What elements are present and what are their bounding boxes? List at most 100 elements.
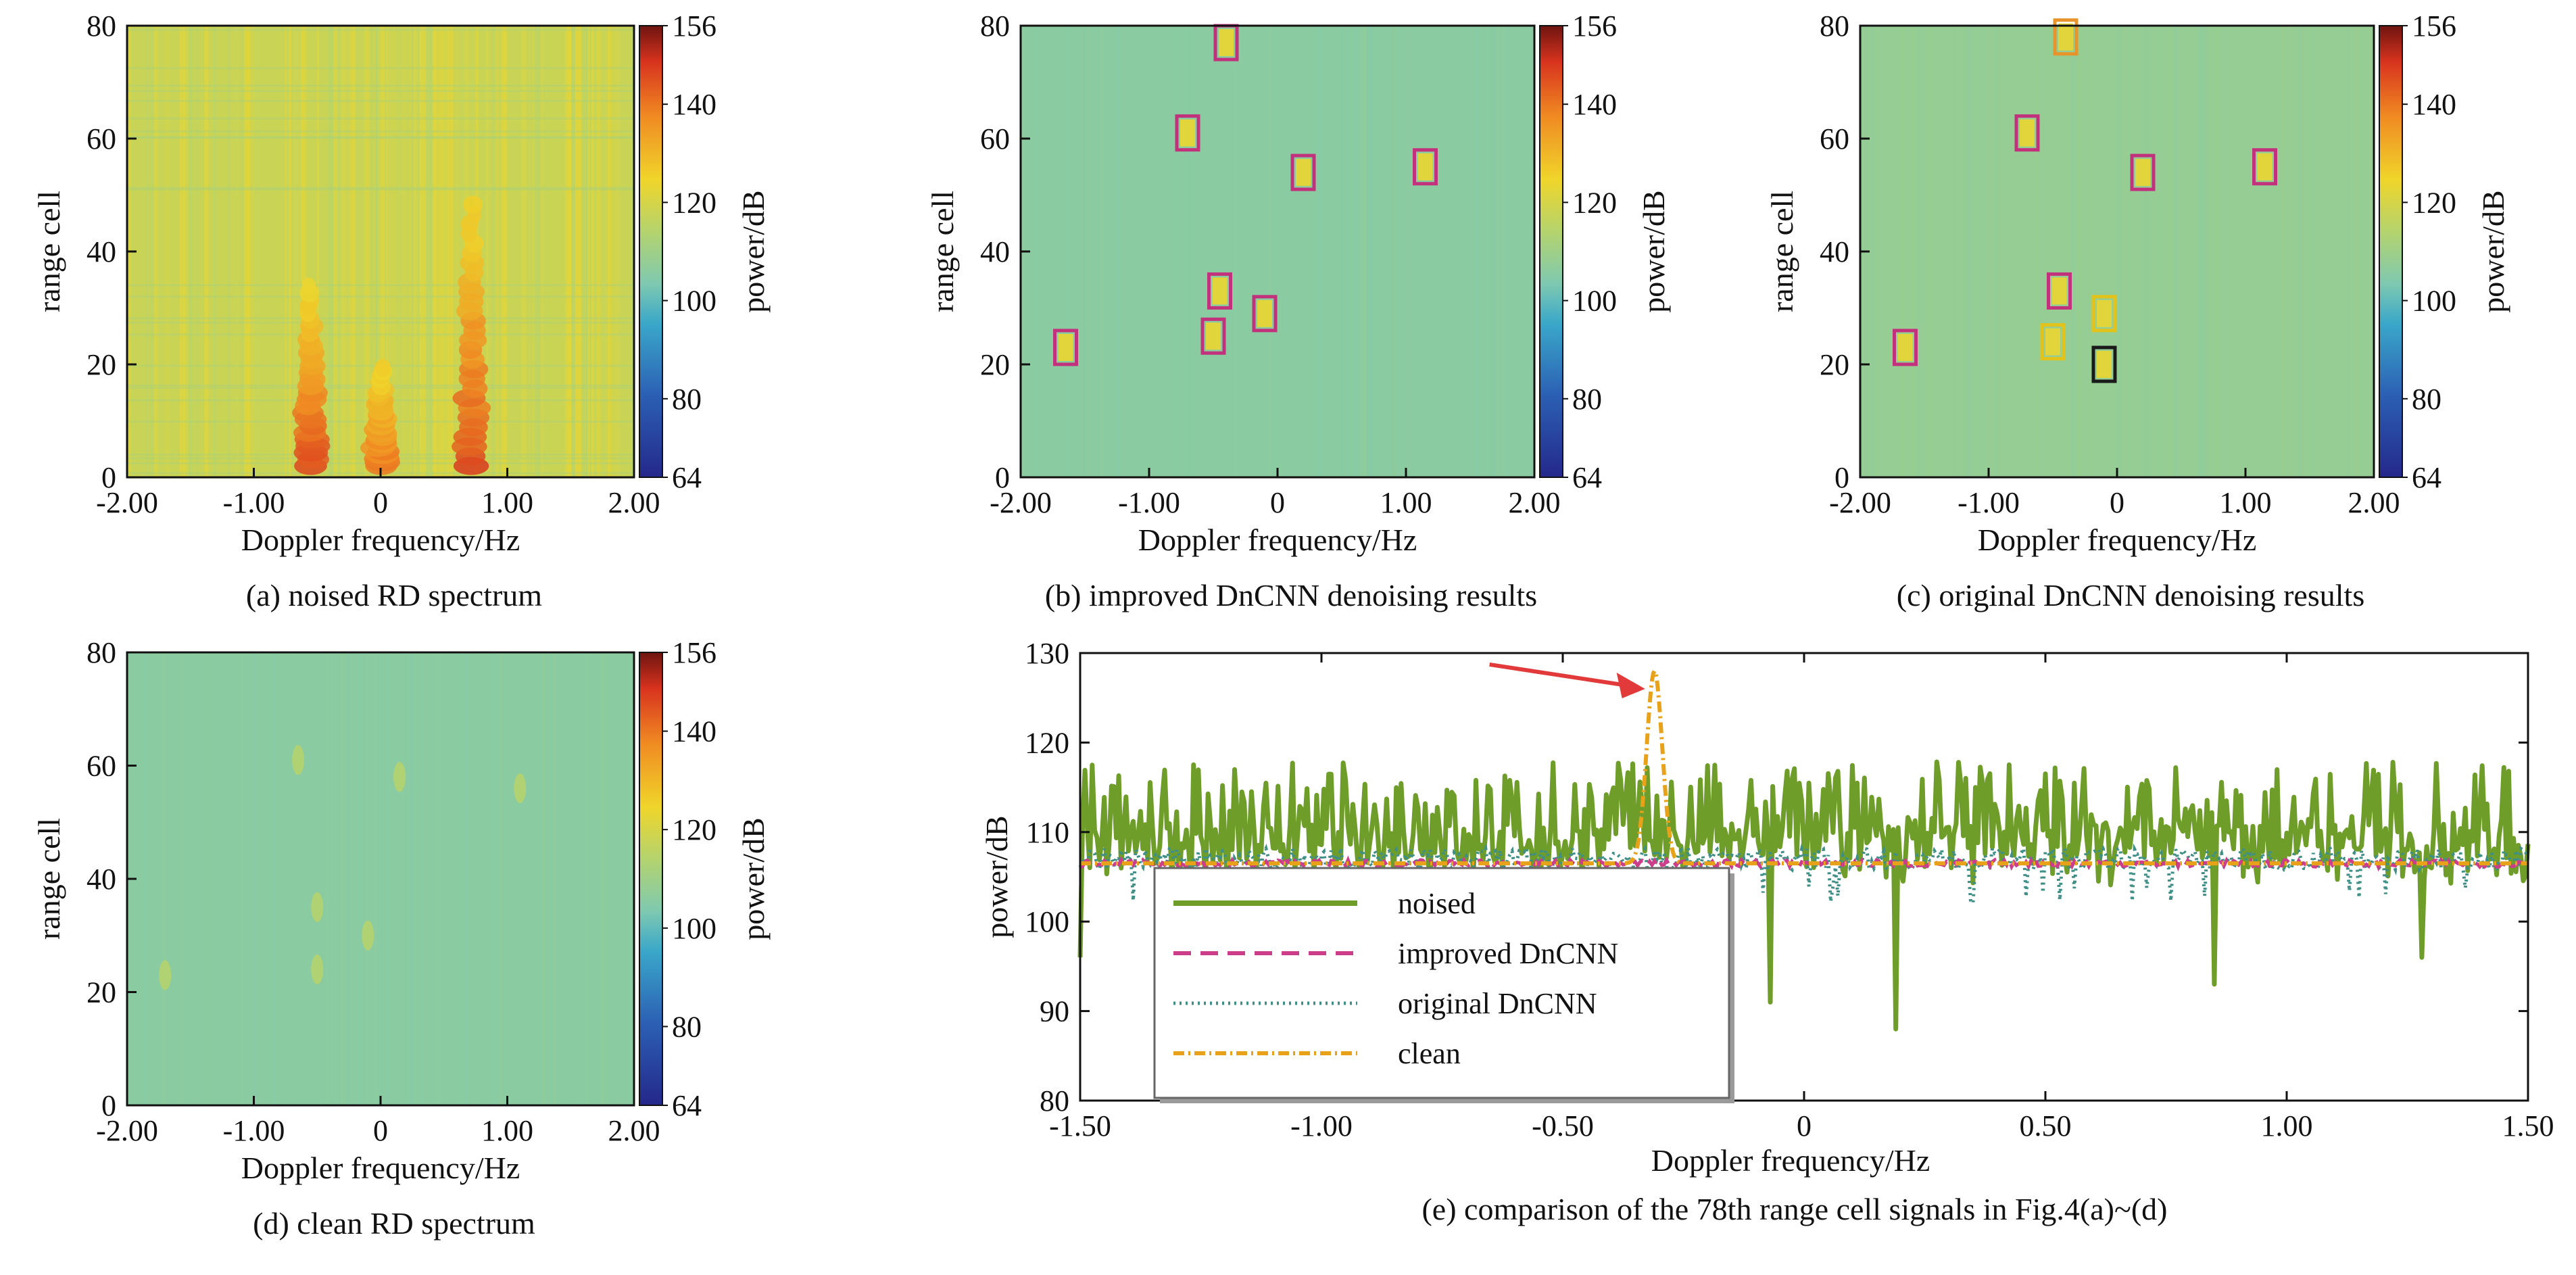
colorbar-label: power/dB [2476, 190, 2510, 312]
noise-stripe [621, 652, 626, 1105]
noise-stripe [454, 26, 459, 477]
noise-stripe [341, 26, 347, 477]
colorbar-tick-label: 120 [1572, 186, 1617, 219]
legend-label: clean [1398, 1037, 1461, 1070]
noise-stripe [1363, 26, 1367, 477]
noise-stripe [492, 652, 495, 1105]
y-tick-label: 80 [87, 636, 116, 669]
colorbar-tick-label: 80 [672, 383, 702, 416]
y-tick-label: 20 [980, 348, 1010, 381]
noise-stripe [521, 26, 527, 477]
noise-stripe [1497, 26, 1499, 477]
noise-stripe [410, 652, 413, 1105]
noise-stripe [206, 652, 210, 1105]
noise-stripe [1086, 26, 1090, 477]
x-tick-label: 1.50 [2502, 1109, 2554, 1142]
noise-stripe [1162, 26, 1165, 477]
noise-stripe [510, 26, 516, 477]
noise-stripe [166, 26, 172, 477]
x-tick-label: 0 [1270, 486, 1285, 519]
noise-stripe [1188, 26, 1191, 477]
legend-label: improved DnCNN [1398, 937, 1618, 970]
colorbar [1539, 25, 1563, 478]
target-blob-4 [1212, 277, 1228, 305]
noise-stripe [489, 26, 491, 477]
noise-stripe [534, 26, 537, 477]
noise-band [127, 333, 634, 336]
noise-stripe [1353, 26, 1357, 477]
x-tick-label: 2.00 [608, 1114, 660, 1147]
target-box-3 [2252, 148, 2277, 186]
x-tick-label: -2.00 [96, 486, 158, 519]
colorbar-tick-label: 100 [672, 912, 716, 945]
noise-stripe [1176, 26, 1180, 477]
noise-stripe [143, 652, 146, 1105]
noise-stripe [375, 652, 377, 1105]
noise-stripe [543, 652, 545, 1105]
noise-stripe [406, 652, 410, 1105]
target-box-1 [2014, 114, 2040, 152]
heatmap-panel-d: -2.00 -1.00 0 1.00 2.00 0 20 40 60 80 Doppler freq… [32, 636, 771, 1241]
noise-stripe [604, 652, 606, 1105]
colorbar-tick-label: 120 [2412, 186, 2456, 219]
noise-stripe [2091, 26, 2094, 477]
noise-stripe [543, 26, 549, 477]
noise-stripe [389, 26, 394, 477]
panel-caption: (c) original DnCNN denoising results [1897, 578, 2364, 612]
y-tick-label: 60 [87, 750, 116, 783]
noise-stripe [1501, 26, 1504, 477]
noise-stripe [485, 26, 489, 477]
panel-caption: (b) improved DnCNN denoising results [1045, 578, 1537, 612]
noise-stripe [575, 26, 582, 477]
noise-stripe [500, 652, 503, 1105]
series-noised-line [1077, 759, 2531, 1032]
noise-stripe [135, 652, 139, 1105]
y-tick-label: 0 [1834, 461, 1849, 494]
noise-stripe [225, 652, 229, 1105]
noise-stripe [2124, 26, 2128, 477]
target-blob-0 [2058, 23, 2073, 51]
target-box-2 [1290, 153, 1316, 191]
noise-stripe [340, 652, 344, 1105]
noise-stripe [1219, 26, 1221, 477]
noise-stripe [449, 26, 454, 477]
hot-streak-1 [374, 359, 391, 377]
faint-target-4 [362, 920, 374, 951]
noise-stripe [213, 26, 217, 477]
target-box-6 [1200, 317, 1226, 355]
noise-stripe [1928, 26, 1933, 477]
noise-stripe [347, 652, 351, 1105]
noise-stripe [339, 652, 342, 1105]
y-tick-label: 0 [995, 461, 1010, 494]
noise-stripe [195, 26, 200, 477]
x-axis-label: Doppler frequency/Hz [1978, 523, 2257, 557]
noise-stripe [1267, 26, 1271, 477]
noise-stripe [378, 26, 383, 477]
noise-stripe [235, 652, 239, 1105]
noise-stripe [220, 652, 224, 1105]
target-blob-1 [2020, 119, 2035, 147]
noise-stripe [1163, 26, 1167, 477]
noise-stripe [1286, 26, 1288, 477]
noise-stripe [2289, 26, 2293, 477]
panel-caption: (a) noised RD spectrum [246, 578, 542, 612]
heatmap-panel-c: -2.00 -1.00 0 1.00 2.00 0 20 40 60 80 Doppler freq… [1765, 9, 2510, 612]
noise-stripe [328, 26, 334, 477]
noise-stripe [2289, 26, 2293, 477]
heatmap-panel-b: -2.00 -1.00 0 1.00 2.00 0 20 40 60 80 Doppler freq… [925, 9, 1671, 612]
noise-stripe [1907, 26, 1910, 477]
noise-stripe [596, 26, 601, 477]
colorbar-tick-label: 80 [1572, 383, 1602, 416]
noise-stripe [227, 26, 232, 477]
noise-stripe [2299, 26, 2301, 477]
noise-stripe [1392, 26, 1396, 477]
noise-stripe [2310, 26, 2312, 477]
noise-stripe [359, 652, 362, 1105]
y-axis-label: range cell [32, 818, 66, 940]
target-blob-1 [1180, 119, 1195, 147]
noise-stripe [1096, 26, 1099, 477]
target-blob-5 [2097, 299, 2112, 327]
noise-stripe [1476, 26, 1479, 477]
noise-stripe [1340, 26, 1344, 477]
panel-caption: (e) comparison of the 78th range cell si… [1421, 1192, 2167, 1226]
